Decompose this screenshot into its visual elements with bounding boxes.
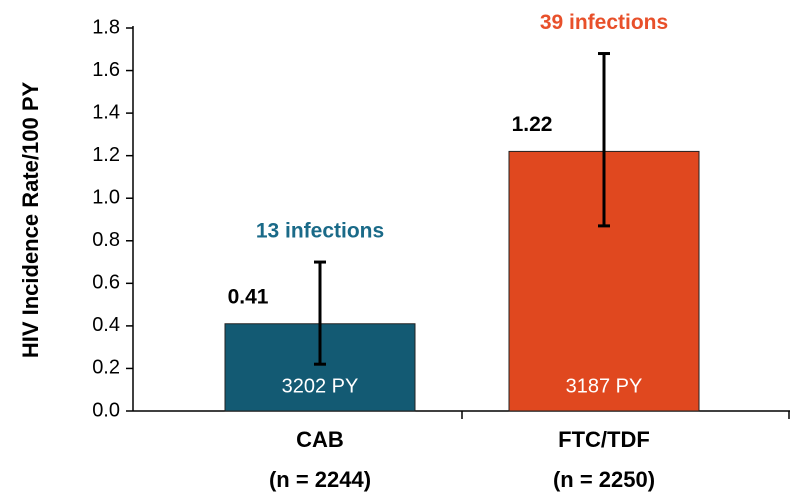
y-tick-label: 1.4 — [92, 101, 120, 123]
y-tick-label: 1.8 — [92, 16, 120, 38]
y-tick-label: 1.6 — [92, 59, 120, 81]
x-tick-sublabel: (n = 2244) — [269, 467, 371, 492]
x-tick-label: CAB — [296, 427, 344, 452]
value-label: 0.41 — [228, 285, 269, 308]
y-tick-label: 0.8 — [92, 229, 120, 251]
infections-label: 13 infections — [256, 220, 384, 243]
error-bar — [598, 52, 610, 228]
error-bar — [314, 260, 326, 366]
x-tick-sublabel: (n = 2250) — [553, 467, 655, 492]
x-tick-label: FTC/TDF — [558, 427, 650, 452]
person-years-label: 3187 PY — [566, 375, 643, 397]
infections-label: 39 infections — [540, 11, 668, 34]
y-tick-label: 0.6 — [92, 272, 120, 294]
y-tick-label: 0.2 — [92, 357, 120, 379]
y-axis-label: HIV Incidence Rate/100 PY — [18, 82, 43, 359]
y-tick-label: 1.2 — [92, 144, 120, 166]
y-tick-label: 1.0 — [92, 187, 120, 209]
y-tick-label: 0.0 — [92, 399, 120, 421]
value-label: 1.22 — [512, 113, 553, 136]
y-tick-label: 0.4 — [92, 314, 120, 336]
person-years-label: 3202 PY — [282, 375, 359, 397]
